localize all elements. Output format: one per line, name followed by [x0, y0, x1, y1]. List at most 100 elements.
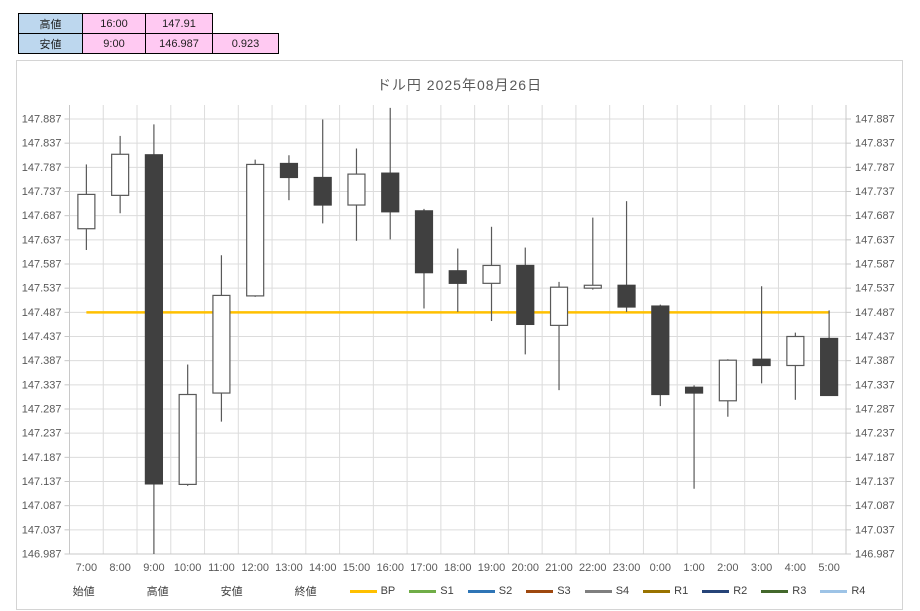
y-axis-label-right: 147.837	[855, 138, 895, 150]
y-axis-label-right: 147.637	[855, 234, 895, 246]
legend-swatch-r4	[820, 589, 848, 593]
y-axis-label-left: 147.237	[22, 428, 62, 440]
summary-row-low: 安値 9:00 146.987 0.923	[18, 33, 279, 54]
y-axis-label-left: 147.087	[22, 500, 62, 512]
candle-body-up	[786, 335, 805, 367]
high-label-cell[interactable]: 高値	[18, 13, 83, 34]
legend-item-r1: R1	[643, 585, 688, 597]
range-value-cell[interactable]: 0.923	[212, 33, 279, 54]
x-axis-label: 1:00	[683, 562, 704, 574]
x-axis-label: 20:00	[512, 562, 540, 574]
y-axis-label-left: 146.987	[22, 549, 62, 561]
y-axis-label-right: 147.687	[855, 210, 895, 222]
y-axis-label-left: 147.537	[22, 283, 62, 295]
y-axis-label-left: 147.137	[22, 476, 62, 488]
x-axis-label: 10:00	[174, 562, 202, 574]
candle-body-up	[77, 193, 96, 230]
y-axis-label-right: 147.337	[855, 379, 895, 391]
candle-body-up	[212, 294, 231, 394]
x-axis-label: 17:00	[410, 562, 438, 574]
candle-body-down	[820, 337, 839, 397]
y-axis-label-left: 147.387	[22, 355, 62, 367]
y-axis-label-left: 147.587	[22, 258, 62, 270]
y-axis-label-left: 147.887	[22, 113, 62, 125]
legend-item-s2: S2	[467, 585, 512, 597]
candle-body-down	[279, 162, 299, 179]
legend-swatch-s1	[409, 589, 437, 593]
candle-body-down	[516, 264, 535, 326]
legend-item-ohlc: 高値	[146, 586, 169, 598]
high-value-cell[interactable]: 147.91	[145, 13, 213, 34]
legend-label: S4	[615, 585, 630, 597]
y-axis-label-left: 147.037	[22, 524, 62, 536]
y-axis-label-left: 147.487	[22, 307, 62, 319]
low-label-cell[interactable]: 安値	[18, 33, 83, 54]
chart-legend: 始値 高値 安値 終値 BP S1 S2 S3 S4 R1 R2 R3 R4	[17, 581, 902, 601]
high-time-cell[interactable]: 16:00	[82, 13, 146, 34]
legend-swatch-r1	[643, 589, 671, 593]
y-axis-label-right: 147.287	[855, 403, 895, 415]
y-axis-label-right: 147.387	[855, 355, 895, 367]
legend-item-ohlc: 始値	[72, 586, 95, 598]
legend-label: S1	[440, 585, 454, 597]
candle-body-down	[684, 386, 704, 394]
x-axis-label: 21:00	[545, 562, 573, 574]
legend-item-ohlc: 安値	[220, 586, 243, 598]
candle-body-down	[752, 358, 771, 367]
y-axis-label-right: 147.737	[855, 186, 895, 198]
candle-body-down	[414, 210, 434, 274]
y-axis-label-left: 147.437	[22, 331, 62, 343]
candle-body-down	[651, 305, 670, 396]
x-axis-label: 23:00	[613, 562, 641, 574]
low-value-cell[interactable]: 146.987	[145, 33, 213, 54]
chart-object[interactable]: ドル円 2025年08月26日 146.987 146.987 147.037 147…	[16, 60, 903, 610]
y-axis-label-left: 147.687	[22, 210, 62, 222]
y-axis-label-right: 147.787	[855, 162, 895, 174]
candle-body-up	[178, 393, 197, 485]
y-axis-label-left: 147.637	[22, 234, 62, 246]
legend-swatch-s3	[526, 589, 554, 593]
x-axis-label: 2:00	[717, 562, 738, 574]
legend-label: BP	[380, 585, 396, 597]
x-axis-label: 3:00	[751, 562, 772, 574]
x-axis-label: 8:00	[109, 562, 130, 574]
x-axis-label: 4:00	[785, 562, 806, 574]
y-axis-label-left: 147.287	[22, 403, 62, 415]
legend-label: R2	[733, 585, 748, 597]
legend-label: R4	[851, 585, 866, 597]
candle-body-up	[549, 286, 569, 326]
x-axis-label: 9:00	[143, 562, 164, 574]
y-axis-label-left: 147.737	[22, 186, 62, 198]
x-axis-label: 0:00	[650, 562, 671, 574]
summary-table: 高値 16:00 147.91 安値 9:00 146.987 0.923	[18, 13, 279, 54]
y-axis-label-right: 147.087	[855, 500, 895, 512]
legend-item-s3: S3	[526, 585, 571, 597]
candle-body-up	[347, 173, 366, 206]
low-time-cell[interactable]: 9:00	[82, 33, 146, 54]
x-axis-label: 5:00	[818, 562, 839, 574]
candlestick-plot: 146.987 146.987 147.037 147.037 147.087 147.0…	[22, 105, 895, 574]
candle-body-down	[448, 270, 467, 284]
y-axis-label-right: 147.187	[855, 452, 895, 464]
x-axis-label: 19:00	[478, 562, 506, 574]
y-axis-label-right: 146.987	[855, 549, 895, 561]
y-axis-label-left: 147.787	[22, 162, 62, 174]
candle-body-down	[617, 284, 636, 308]
legend-swatch-r3	[761, 589, 789, 593]
legend-label: R1	[674, 585, 689, 597]
candle-body-down	[381, 172, 400, 213]
y-axis-label-left: 147.337	[22, 379, 62, 391]
x-axis-label: 7:00	[76, 562, 97, 574]
legend-swatch-r2	[702, 589, 730, 593]
x-axis-label: 13:00	[275, 562, 303, 574]
candle-body-down	[144, 154, 164, 485]
legend-item-ohlc: 終値	[294, 586, 317, 598]
legend-item-r2: R2	[702, 585, 747, 597]
x-axis-label: 15:00	[343, 562, 371, 574]
x-axis-label: 12:00	[241, 562, 269, 574]
legend-item-s4: S4	[584, 585, 630, 597]
candle-body-up	[246, 163, 265, 297]
legend-item-bp: BP	[349, 585, 396, 597]
x-axis-label: 16:00	[376, 562, 404, 574]
